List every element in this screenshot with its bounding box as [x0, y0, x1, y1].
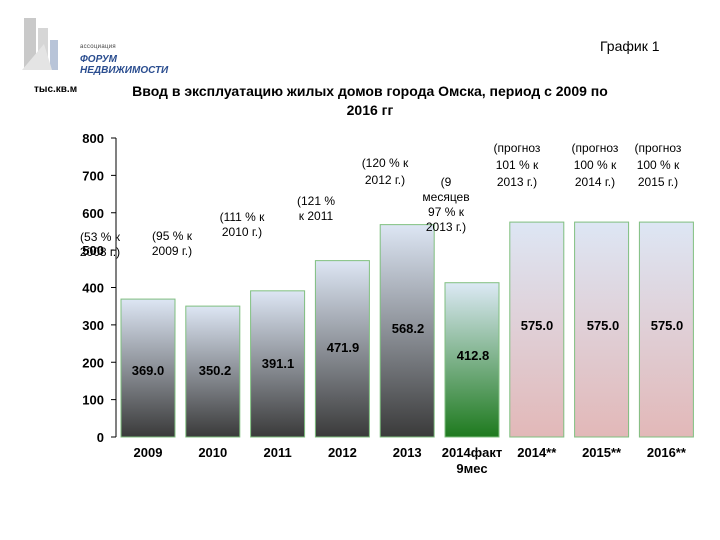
- bar-value-label: 391.1: [262, 356, 295, 371]
- y-tick-label: 600: [82, 206, 104, 221]
- chart-title-line-1: Ввод в эксплуатацию жилых домов города О…: [132, 83, 608, 99]
- bar-annotation: (9: [441, 175, 452, 189]
- category-label: 2015**: [582, 445, 622, 460]
- bar-annotation: 2009 г.): [152, 244, 192, 258]
- y-axis: 0 100 200 300 400 500 600 700 800: [82, 131, 117, 445]
- bar-value-label: 369.0: [132, 363, 165, 378]
- y-tick-label: 400: [82, 281, 104, 296]
- bar-value-label: 575.0: [587, 318, 620, 333]
- y-tick-label: 100: [82, 393, 104, 408]
- y-tick-label: 200: [82, 355, 104, 370]
- category-label: 2012: [328, 445, 357, 460]
- bar-annotation: (120 % к: [362, 156, 409, 170]
- category-label: 9мес: [456, 461, 487, 476]
- bar: [509, 221, 565, 438]
- bar-value-label: 568.2: [392, 321, 425, 336]
- bar-value-label: 350.2: [199, 363, 232, 378]
- y-tick-label: 500: [82, 243, 104, 258]
- bar-value-label: 471.9: [327, 340, 360, 355]
- bar-annotation: 2015 г.): [638, 175, 678, 189]
- bar: [250, 290, 306, 438]
- logo-emblem-icon: [22, 18, 58, 70]
- bar: [120, 298, 176, 438]
- bar-annotation: 2013 г.): [497, 175, 537, 189]
- bar: [574, 221, 630, 438]
- y-tick-label: 800: [82, 131, 104, 146]
- bar-annotation: 100 % к: [574, 158, 617, 172]
- bar: [444, 282, 500, 438]
- bar-annotation: (111 % к: [220, 210, 266, 224]
- logo-line-1: ФОРУМ: [80, 54, 117, 65]
- y-axis-unit-label: тыс.кв.м: [34, 84, 78, 95]
- y-tick-label: 700: [82, 168, 104, 183]
- bar-annotation: 2014 г.): [575, 175, 615, 189]
- bar-annotation: (прогноз: [494, 141, 541, 155]
- bar-annotation: 2010 г.): [222, 225, 262, 239]
- category-label: 2009: [134, 445, 163, 460]
- bar-annotation: 2013 г.): [426, 220, 466, 234]
- logo-line-2: НЕДВИЖИМОСТИ: [80, 65, 169, 76]
- category-label: 2013: [393, 445, 422, 460]
- y-tick-label: 300: [82, 318, 104, 333]
- category-label: 2014факт: [442, 445, 502, 460]
- bar-annotation: (121 %: [297, 194, 335, 208]
- category-label: 2014**: [517, 445, 557, 460]
- bar-value-label: 575.0: [521, 318, 554, 333]
- bar: [185, 305, 241, 438]
- bar-annotation: к 2011: [299, 209, 334, 223]
- category-label: 2011: [263, 445, 291, 460]
- logo: ассоциация ФОРУМ НЕДВИЖИМОСТИ: [18, 14, 168, 76]
- bar-value-label: 575.0: [651, 318, 684, 333]
- bar-annotation: 100 % к: [637, 158, 680, 172]
- bar: [314, 260, 370, 438]
- bars-group: [120, 221, 694, 438]
- bar-value-label: 412.8: [457, 348, 490, 363]
- logo-caption: ассоциация: [80, 44, 116, 50]
- y-tick-label: 0: [97, 430, 104, 445]
- category-label: 2010: [198, 445, 227, 460]
- logo-text: ФОРУМ НЕДВИЖИМОСТИ: [80, 54, 168, 76]
- bar-annotation: (95 % к: [152, 229, 193, 243]
- bar-annotation: 2012 г.): [365, 173, 405, 187]
- bar-annotation: 2008 г.): [80, 245, 120, 259]
- bar-annotation: (прогноз: [572, 141, 619, 155]
- graph-number-label: График 1: [600, 38, 660, 54]
- chart-title: Ввод в эксплуатацию жилых домов города О…: [90, 82, 650, 120]
- bar-annotation: (прогноз: [635, 141, 682, 155]
- chart-title-line-2: 2016 гг: [346, 102, 394, 118]
- bar: [379, 224, 435, 438]
- bar: [638, 221, 694, 438]
- bar-annotation: 101 % к: [496, 158, 539, 172]
- bar-annotation: месяцев: [422, 190, 469, 204]
- category-label: 2016**: [647, 445, 687, 460]
- bar-annotation: (53 % к: [80, 230, 121, 244]
- bar-annotation: 97 % к: [428, 205, 465, 219]
